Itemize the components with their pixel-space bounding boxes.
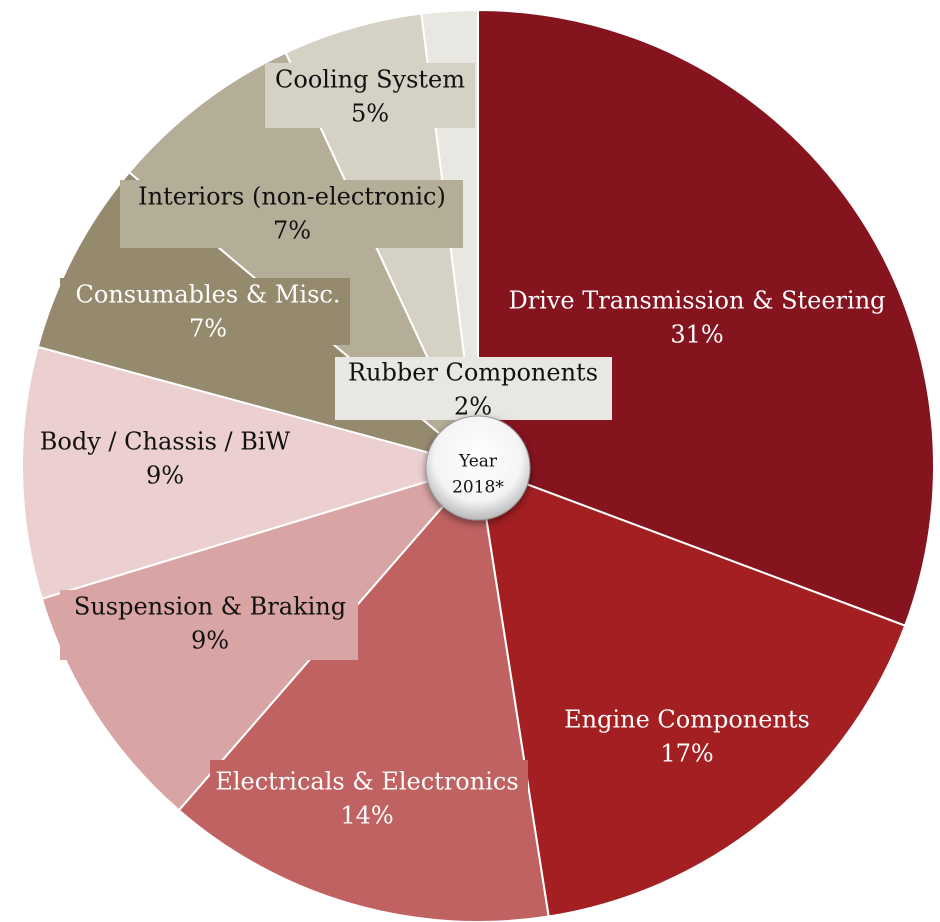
value-label: 9% <box>191 627 229 655</box>
center-label: 2018* <box>452 478 504 498</box>
value-label: 17% <box>660 740 713 768</box>
slice-label: Cooling System <box>275 66 465 94</box>
pie-slice <box>21 345 482 601</box>
label-bg <box>60 590 358 660</box>
label-bg <box>120 180 463 248</box>
label-bg <box>210 760 528 828</box>
slice-label: Suspension & Braking <box>74 593 346 621</box>
pie-slice <box>476 464 907 918</box>
slice-label: Electricals & Electronics <box>215 768 518 796</box>
center-label: Year <box>458 452 498 472</box>
label-bg <box>335 357 612 420</box>
label-bg <box>60 278 350 345</box>
labels: Drive Transmission & Steering 31% Engine C… <box>40 63 886 830</box>
value-label: 9% <box>146 462 184 490</box>
slice-label: Consumables & Misc. <box>76 281 341 309</box>
value-label: 7% <box>189 315 227 343</box>
value-label: 5% <box>351 100 389 128</box>
slice-label: Engine Components <box>564 706 810 734</box>
center-hole <box>425 415 531 521</box>
slice-label: Body / Chassis / BiW <box>40 428 291 456</box>
value-label: 14% <box>340 802 393 830</box>
slice-label: Drive Transmission & Steering <box>508 287 885 315</box>
slice-label: Rubber Components <box>348 359 598 387</box>
label-bg <box>265 63 475 128</box>
value-label: 7% <box>273 217 311 245</box>
slice-label: Interiors (non-electronic) <box>138 183 446 211</box>
value-label: 31% <box>670 321 723 349</box>
pie-slice <box>477 8 935 627</box>
